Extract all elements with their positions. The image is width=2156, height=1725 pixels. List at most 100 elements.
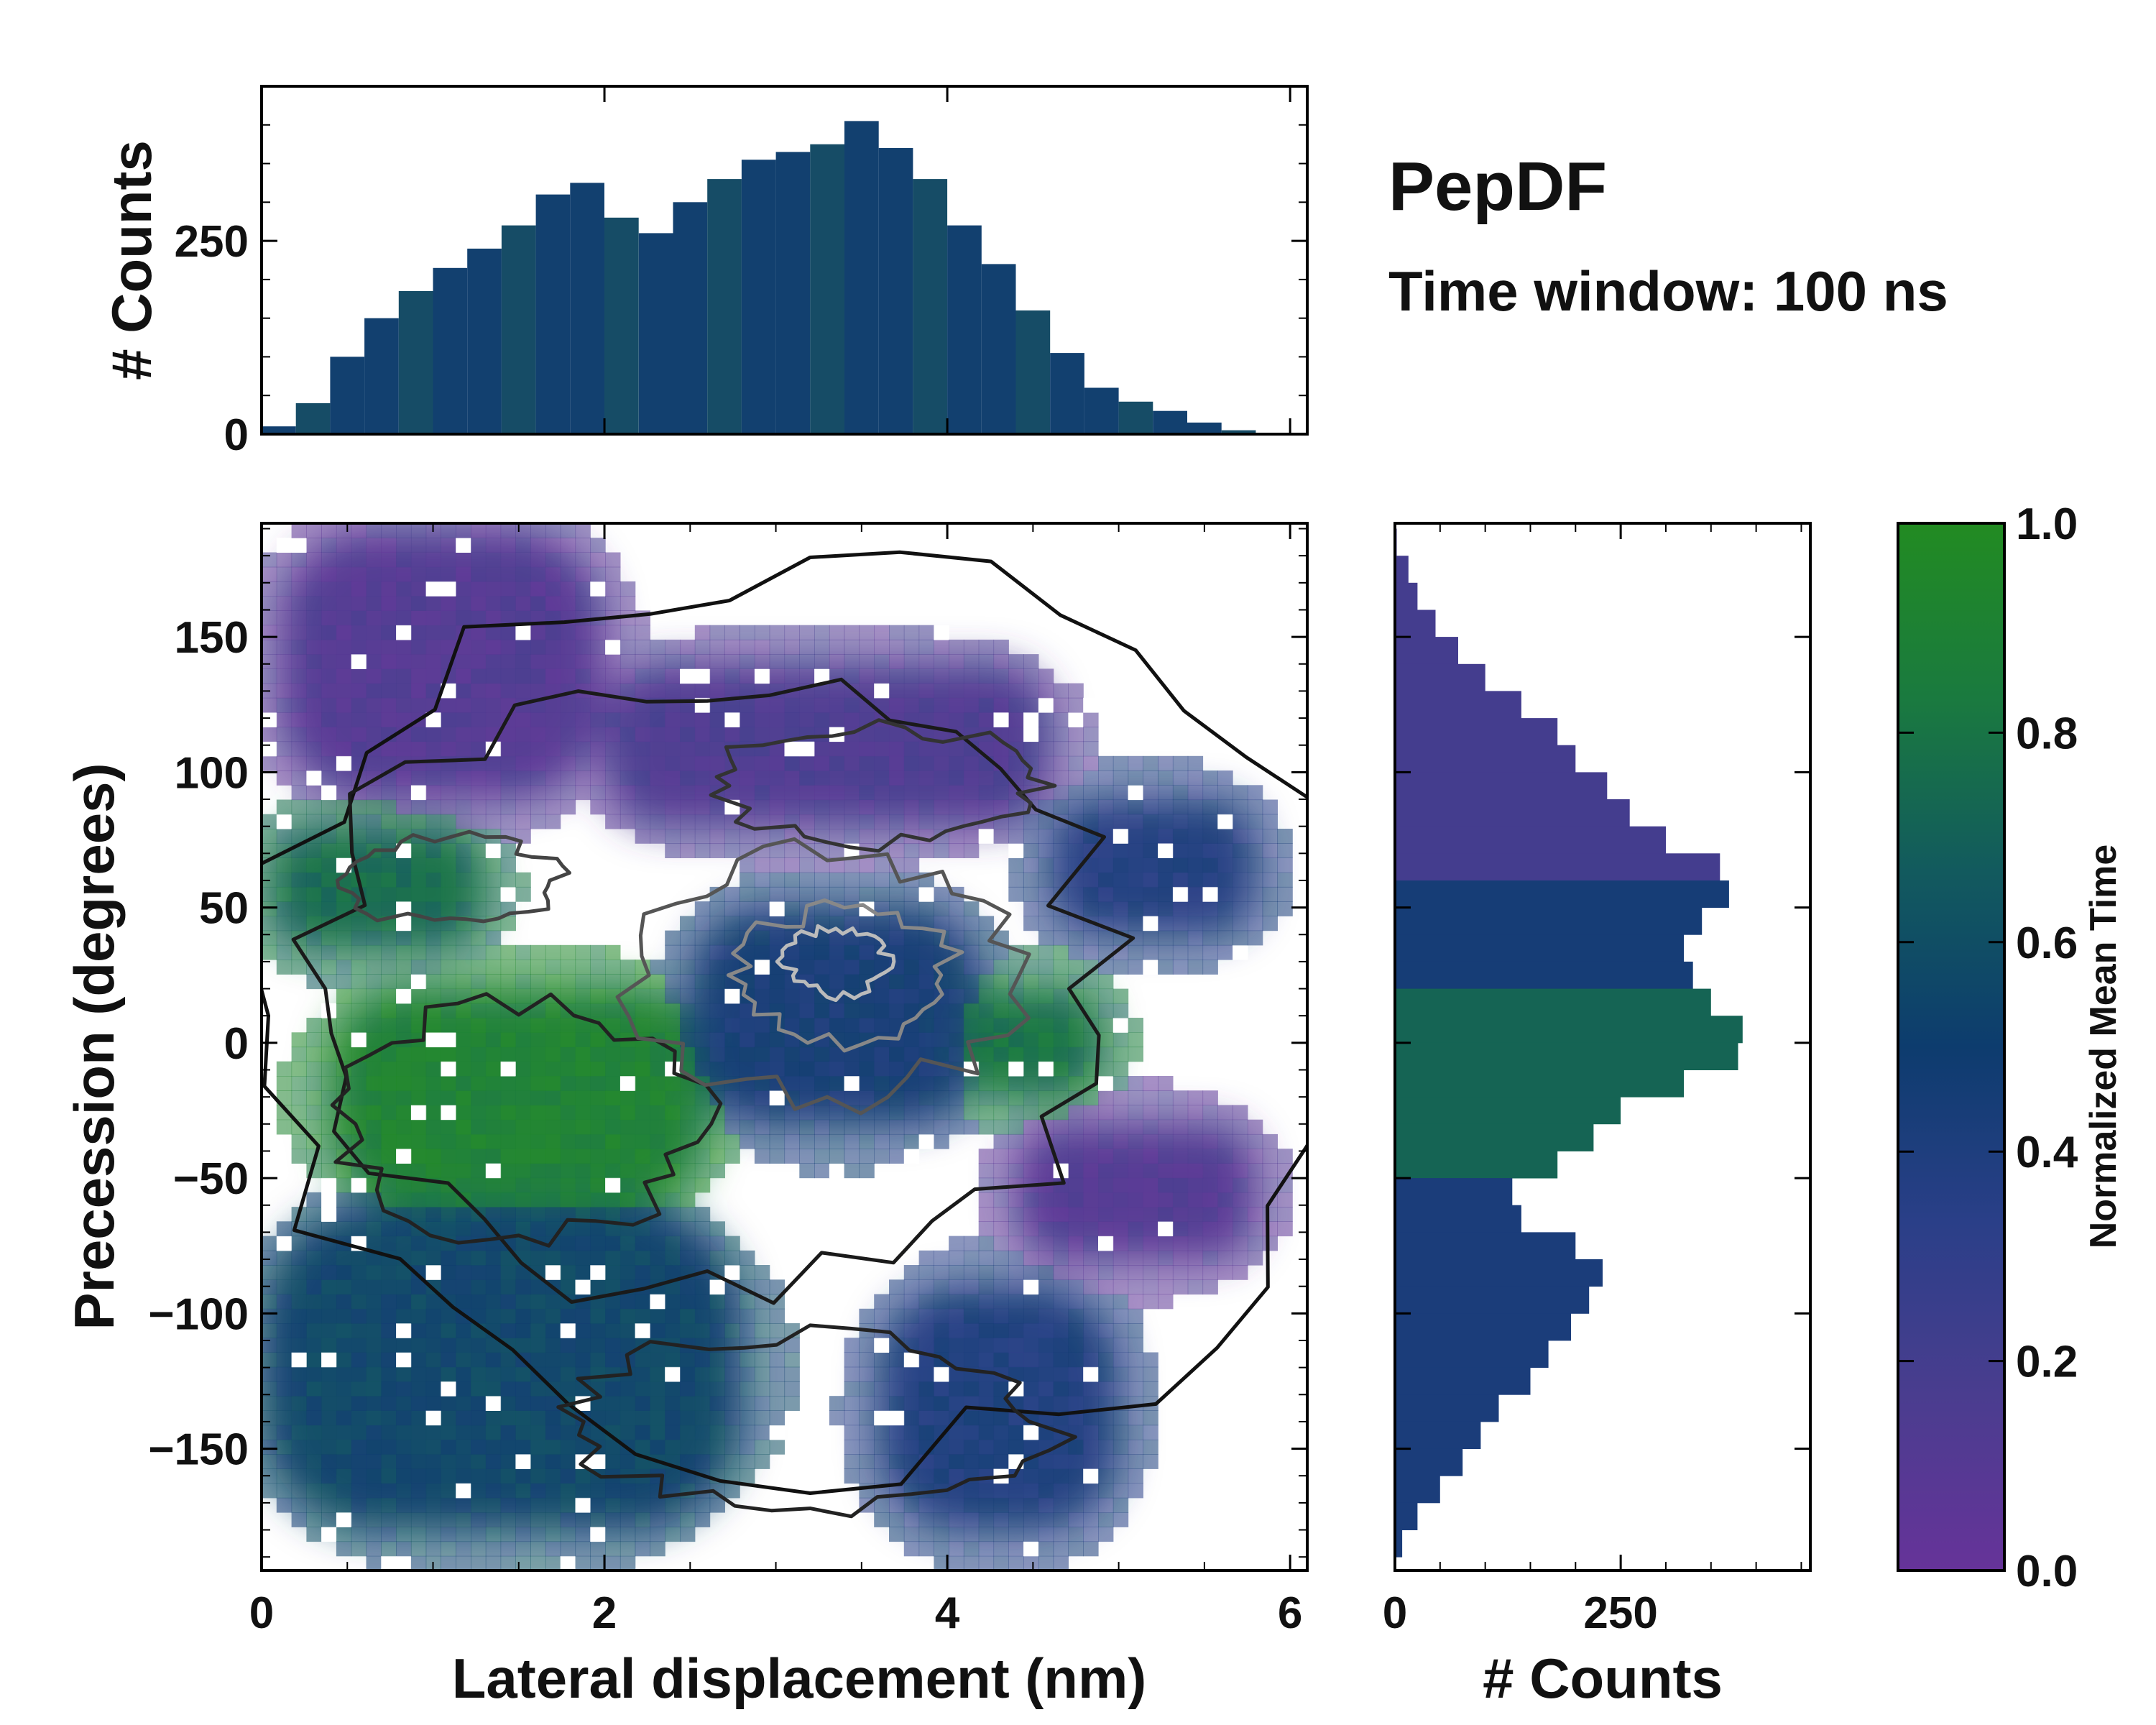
heatmap-cell (530, 668, 546, 684)
heatmap-cell (515, 639, 531, 655)
heatmap-cell (1172, 1221, 1189, 1237)
right-histogram-bar (1395, 1502, 1418, 1530)
heatmap-cell (1053, 1483, 1069, 1499)
heatmap-cell (934, 1279, 949, 1295)
heatmap-cell (262, 566, 277, 582)
heatmap-cell (590, 1250, 606, 1266)
heatmap-cell (575, 1512, 591, 1527)
heatmap-cell (619, 1308, 636, 1324)
heatmap-cell (1038, 1512, 1054, 1527)
heatmap-cell (590, 1119, 606, 1135)
top-histogram-bar (1084, 387, 1119, 434)
heatmap-cell (515, 1381, 531, 1397)
heatmap-cell (1187, 755, 1204, 771)
heatmap-cell (1008, 1090, 1024, 1105)
heatmap-cell (575, 1105, 591, 1121)
heatmap-cell (754, 770, 770, 786)
heatmap-cell (709, 1250, 725, 1266)
heatmap-cell (262, 727, 277, 742)
heatmap-cell (859, 814, 875, 829)
heatmap-cell (560, 785, 576, 801)
main-xtick-label: 4 (935, 1588, 960, 1638)
heatmap-cell (1172, 916, 1189, 932)
heatmap-cell (321, 727, 337, 742)
heatmap-cell (874, 654, 890, 669)
heatmap-cell (560, 1090, 576, 1105)
heatmap-cell (859, 1425, 875, 1440)
heatmap-cell (740, 1061, 755, 1077)
heatmap-cell (709, 1279, 725, 1295)
heatmap-cell (934, 785, 949, 801)
main-xtick-label: 0 (249, 1588, 274, 1638)
heatmap-cell (889, 1119, 905, 1135)
main-ytick-label: −150 (148, 1425, 249, 1475)
heatmap-cell (1068, 1163, 1084, 1179)
heatmap-cell (381, 523, 397, 538)
heatmap-cell (410, 1265, 427, 1280)
heatmap-cell (619, 1541, 636, 1557)
heatmap-cell (949, 1236, 964, 1251)
right-histogram-bar (1395, 691, 1521, 719)
heatmap-cell (605, 1279, 621, 1295)
heatmap-cell (410, 1512, 427, 1527)
heatmap-cell (889, 988, 905, 1004)
heatmap-cell (441, 727, 456, 742)
heatmap-cell (1158, 1294, 1174, 1310)
heatmap-cell (1038, 1454, 1054, 1469)
heatmap-cell (680, 1323, 696, 1338)
heatmap-cell (963, 755, 980, 771)
heatmap-cell (321, 857, 337, 873)
heatmap-cell (1233, 785, 1248, 801)
heatmap-cell (381, 1061, 397, 1077)
heatmap-cell (1098, 1236, 1114, 1251)
heatmap-cell (754, 755, 770, 771)
heatmap-cell (560, 1454, 576, 1469)
heatmap-cell (1098, 1468, 1114, 1484)
heatmap-cell (306, 1410, 322, 1426)
heatmap-cell (724, 697, 740, 713)
heatmap-cell (874, 988, 890, 1004)
heatmap-cell (560, 1512, 576, 1527)
heatmap-cell (1098, 872, 1114, 888)
heatmap-cell (1128, 916, 1143, 932)
heatmap-cell (1172, 872, 1189, 888)
heatmap-cell (874, 1133, 890, 1149)
heatmap-cell (724, 1381, 740, 1397)
heatmap-cell (605, 988, 621, 1004)
heatmap-cell (425, 1454, 441, 1469)
heatmap-cell (665, 1105, 681, 1121)
heatmap-cell (903, 741, 920, 757)
heatmap-cell (635, 1512, 650, 1527)
heatmap-cell (949, 639, 964, 655)
heatmap-cell (351, 712, 367, 727)
heatmap-cell (1128, 1454, 1143, 1469)
heatmap-cell (262, 1483, 277, 1499)
heatmap-cell (1083, 697, 1099, 713)
heatmap-cell (1187, 1279, 1204, 1295)
heatmap-cell (441, 523, 456, 538)
heatmap-cell (680, 1497, 696, 1513)
heatmap-cell (963, 930, 980, 946)
heatmap-cell (934, 1323, 949, 1338)
heatmap-cell (410, 1149, 427, 1164)
heatmap-cell (1083, 785, 1099, 801)
heatmap-cell (665, 1221, 681, 1237)
top-histogram-bar (604, 217, 639, 434)
heatmap-cell (545, 1308, 561, 1324)
heatmap-cell (425, 654, 441, 669)
heatmap-cell (366, 1338, 382, 1353)
heatmap-cell (963, 1338, 980, 1353)
heatmap-cell (291, 1454, 307, 1469)
heatmap-cell (814, 1046, 830, 1062)
heatmap-cell (918, 1410, 934, 1426)
heatmap-cell (396, 960, 412, 975)
heatmap-cell (306, 1468, 322, 1484)
heatmap-cell (560, 755, 576, 771)
heatmap-cell (1202, 1163, 1218, 1179)
heatmap-cell (934, 1541, 949, 1557)
heatmap-cell (351, 799, 367, 815)
heatmap-cell (680, 1105, 696, 1121)
heatmap-cell (425, 1221, 441, 1237)
heatmap-cell (351, 1541, 367, 1557)
heatmap-cell (1112, 1454, 1129, 1469)
